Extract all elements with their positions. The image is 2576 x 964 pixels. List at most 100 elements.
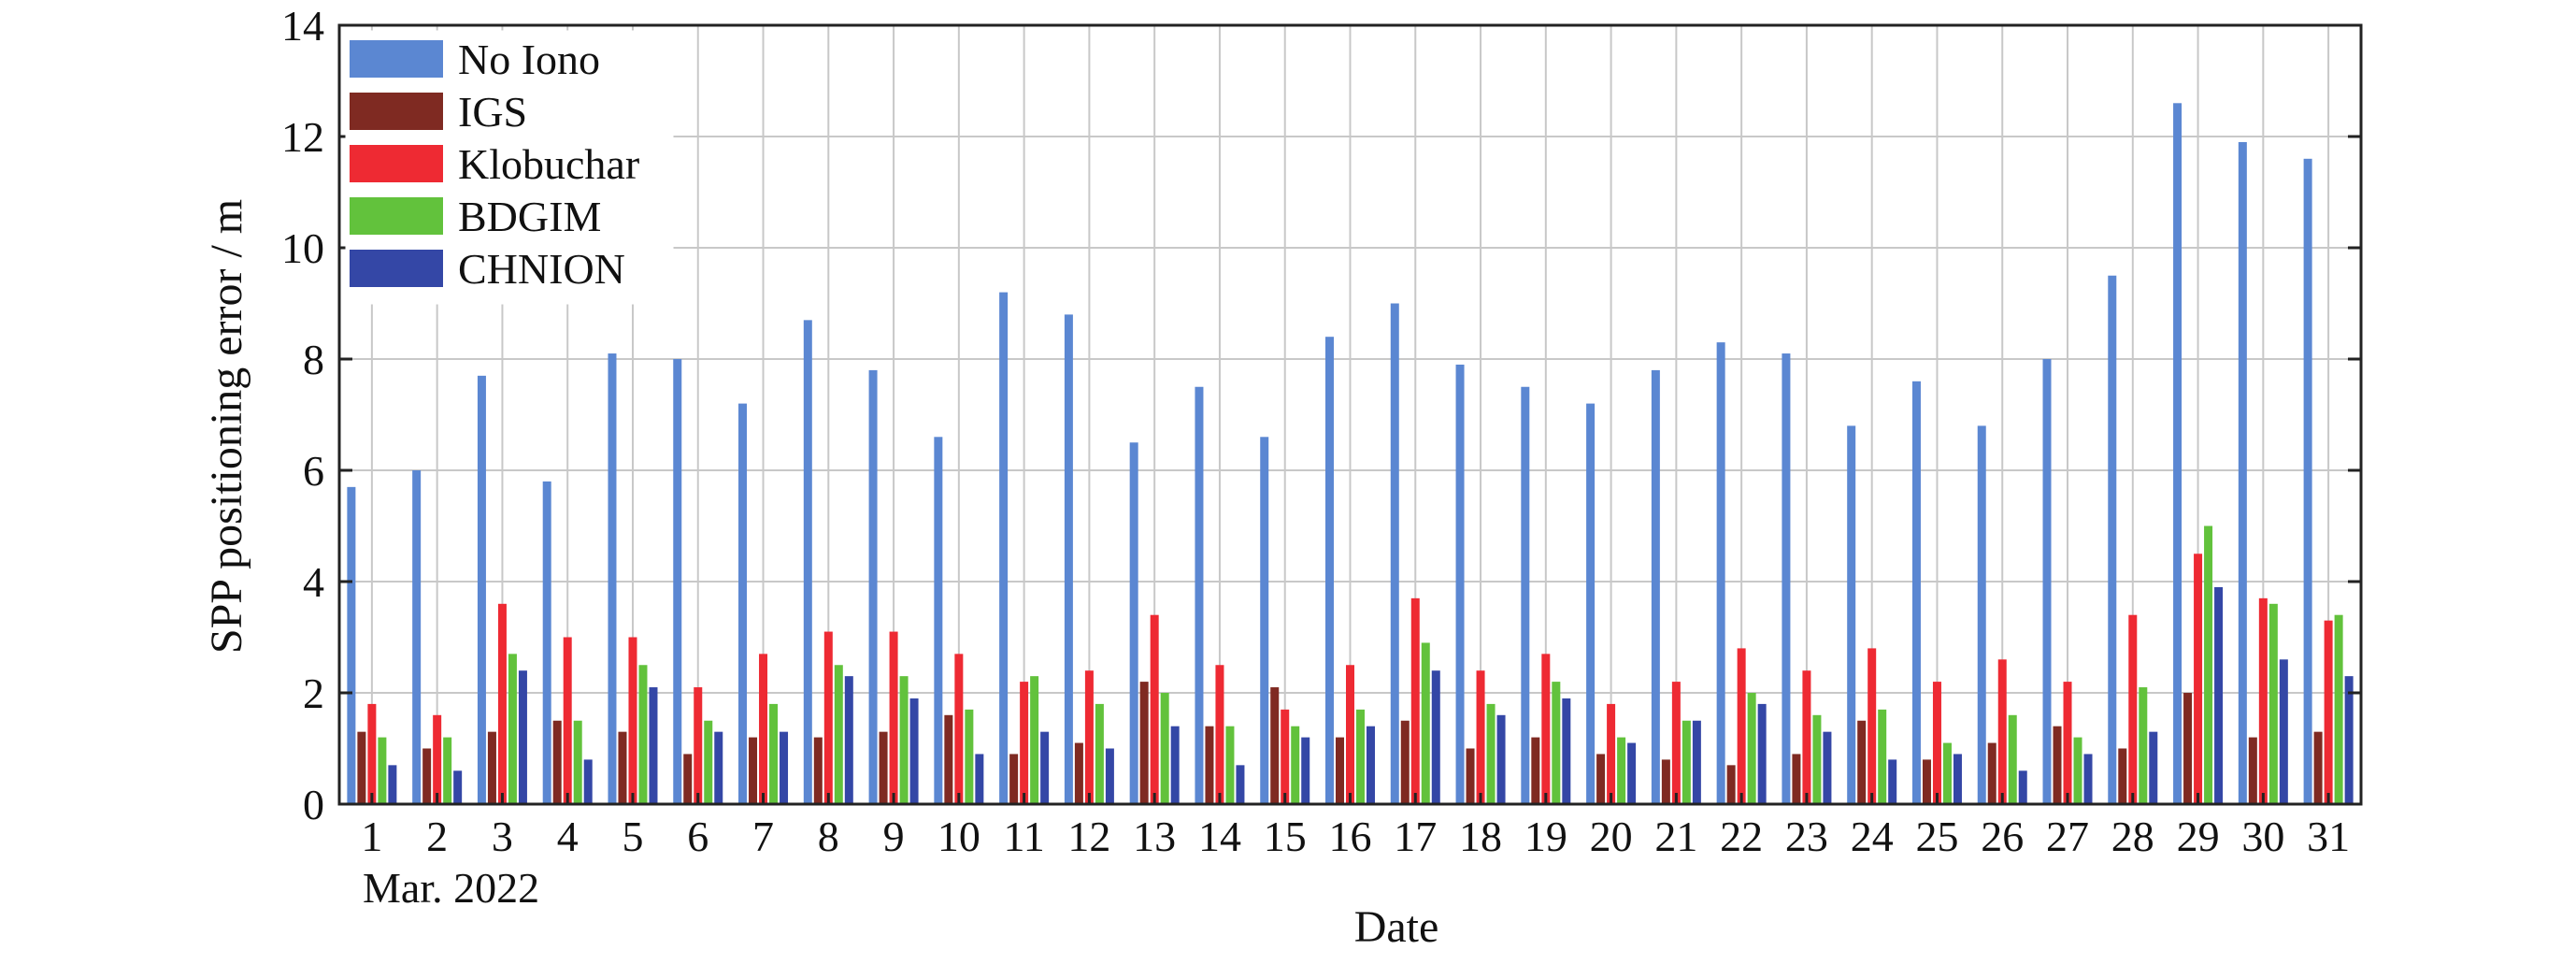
bar-klobuchar: [433, 714, 442, 804]
bar-klobuchar: [1997, 659, 2007, 804]
bar-no-iono: [1260, 437, 1269, 804]
bar-klobuchar: [1671, 682, 1681, 804]
legend-swatch: [350, 40, 443, 78]
bar-chnion: [1562, 698, 1571, 804]
bar-no-iono: [2303, 158, 2312, 805]
bar-bdgim: [443, 737, 452, 804]
x-tick-label: 14: [1198, 813, 1241, 860]
bar-bdgim: [1421, 642, 1430, 804]
bar-bdgim: [1225, 726, 1235, 804]
bar-igs: [944, 714, 953, 804]
bar-chnion: [1040, 731, 1050, 804]
bar-klobuchar: [1932, 682, 1941, 804]
x-tick-label: 7: [752, 813, 774, 860]
x-tick-label: 12: [1067, 813, 1110, 860]
bar-klobuchar: [2063, 682, 2072, 804]
bar-igs: [1661, 759, 1670, 804]
bar-igs: [552, 720, 562, 804]
bar-igs: [1270, 687, 1280, 804]
bar-igs: [749, 737, 758, 804]
bar-igs: [1857, 720, 1867, 804]
x-tick-label: 16: [1329, 813, 1372, 860]
bar-bdgim: [1030, 676, 1039, 804]
bar-no-iono: [1977, 425, 1986, 804]
bar-igs: [813, 737, 823, 804]
bar-klobuchar: [1476, 670, 1485, 804]
legend-swatch: [350, 145, 443, 182]
bar-igs: [1074, 742, 1083, 804]
bar-igs: [1922, 759, 1931, 804]
x-tick-label: 28: [2111, 813, 2154, 860]
x-tick-label: 29: [2177, 813, 2220, 860]
bar-bdgim: [1617, 737, 1626, 804]
bar-bdgim: [704, 720, 713, 804]
bar-chnion: [2149, 731, 2158, 804]
bar-bdgim: [2139, 687, 2148, 804]
bar-klobuchar: [823, 631, 833, 804]
bar-chnion: [1431, 670, 1440, 804]
bar-igs: [2248, 737, 2257, 804]
bar-chnion: [453, 770, 463, 804]
bar-no-iono: [999, 292, 1009, 805]
bar-chnion: [583, 759, 593, 804]
bar-igs: [1987, 742, 1996, 804]
bar-klobuchar: [694, 687, 703, 804]
y-tick-label: 8: [303, 336, 324, 383]
bar-chnion: [1888, 759, 1897, 804]
bar-chnion: [1170, 726, 1180, 804]
bar-chnion: [1236, 765, 1245, 804]
x-tick-label: 26: [1981, 813, 2024, 860]
bar-klobuchar: [889, 631, 898, 804]
x-tick-label: 5: [622, 813, 643, 860]
y-tick-label: 12: [281, 113, 324, 161]
bar-igs: [357, 731, 366, 804]
bar-bdgim: [965, 709, 974, 804]
bar-no-iono: [412, 470, 422, 804]
bar-bdgim: [1552, 682, 1561, 804]
bar-bdgim: [834, 665, 843, 804]
bar-igs: [2053, 726, 2062, 804]
bar-chnion: [844, 676, 853, 804]
bar-no-iono: [738, 403, 748, 804]
bar-bdgim: [1747, 693, 1756, 804]
bar-no-iono: [1325, 337, 1334, 804]
x-tick-label: 8: [818, 813, 839, 860]
bar-chnion: [1367, 726, 1375, 804]
bar-bdgim: [1486, 703, 1496, 804]
bar-chnion: [2214, 586, 2224, 804]
x-tick-label: 9: [883, 813, 905, 860]
bar-bdgim: [899, 676, 909, 804]
y-tick-label: 14: [281, 2, 324, 50]
bar-igs: [1009, 754, 1019, 804]
bar-chnion: [1627, 742, 1637, 804]
bar-chnion: [2018, 770, 2027, 804]
bar-klobuchar: [2258, 597, 2268, 804]
x-axis-sublabel: Mar. 2022: [363, 864, 539, 912]
y-tick-label: 2: [303, 669, 324, 717]
bar-no-iono: [1129, 442, 1138, 804]
bar-chnion: [2279, 659, 2288, 804]
x-tick-label: 11: [1003, 813, 1044, 860]
bar-chnion: [518, 670, 527, 804]
bar-no-iono: [934, 437, 943, 804]
bar-no-iono: [477, 375, 486, 804]
bar-no-iono: [2042, 359, 2052, 804]
bar-klobuchar: [2128, 614, 2138, 804]
bar-bdgim: [508, 654, 517, 804]
bar-bdgim: [1812, 714, 1822, 804]
bar-no-iono: [1064, 314, 1073, 804]
bar-igs: [487, 731, 496, 804]
bar-bdgim: [2268, 603, 2278, 804]
bar-bdgim: [378, 737, 387, 804]
bar-no-iono: [542, 481, 551, 804]
x-tick-label: 25: [1915, 813, 1958, 860]
bar-chnion: [388, 765, 397, 804]
bar-bdgim: [769, 703, 779, 804]
bar-chnion: [1953, 754, 1962, 804]
bar-no-iono: [803, 320, 812, 805]
x-tick-label: 19: [1524, 813, 1567, 860]
bar-igs: [1726, 765, 1736, 804]
x-tick-label: 3: [492, 813, 513, 860]
bar-no-iono: [2173, 103, 2182, 805]
